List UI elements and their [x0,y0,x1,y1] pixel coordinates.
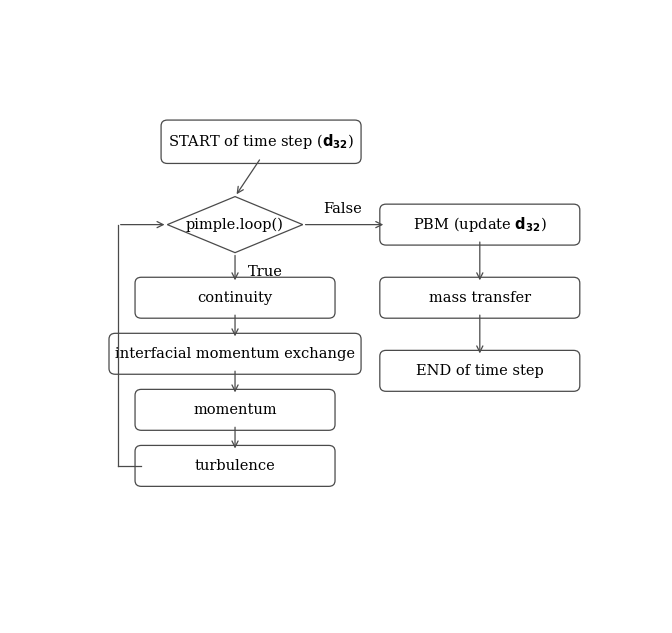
FancyBboxPatch shape [135,277,335,318]
FancyBboxPatch shape [380,277,580,318]
FancyBboxPatch shape [109,334,361,374]
Text: mass transfer: mass transfer [429,291,531,304]
FancyBboxPatch shape [135,446,335,486]
FancyBboxPatch shape [380,204,580,245]
Text: turbulence: turbulence [195,459,276,473]
FancyBboxPatch shape [380,351,580,391]
Text: pimple.loop(): pimple.loop() [186,217,284,232]
Polygon shape [167,197,302,253]
Text: END of time step: END of time step [416,364,544,378]
Text: START of time step ($\mathbf{d_{32}}$): START of time step ($\mathbf{d_{32}}$) [168,132,354,151]
Text: momentum: momentum [194,403,277,417]
Text: continuity: continuity [198,291,273,304]
Text: True: True [248,265,283,279]
FancyBboxPatch shape [161,120,361,163]
FancyBboxPatch shape [135,389,335,430]
Text: interfacial momentum exchange: interfacial momentum exchange [115,347,355,361]
Text: PBM (update $\mathbf{d_{32}}$): PBM (update $\mathbf{d_{32}}$) [413,215,547,234]
Text: False: False [323,202,362,216]
